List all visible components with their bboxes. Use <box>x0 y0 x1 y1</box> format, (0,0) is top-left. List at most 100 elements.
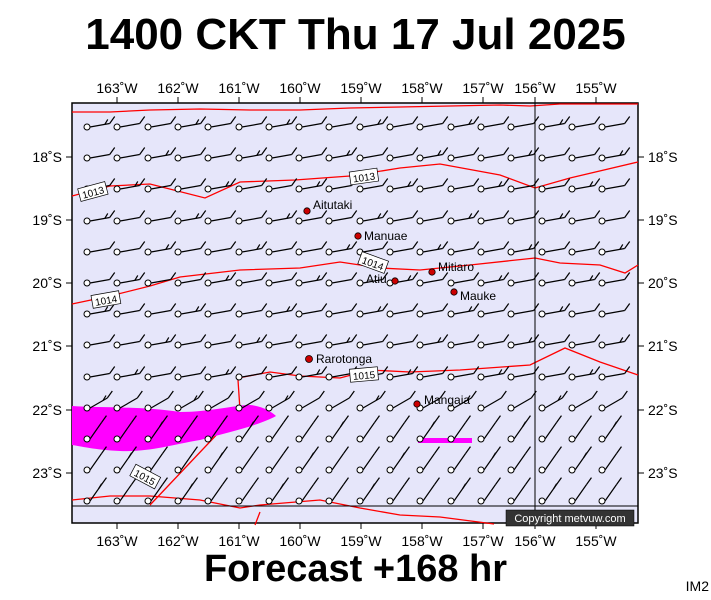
wind-barb <box>295 210 328 225</box>
wind-barb <box>598 415 622 443</box>
wind-barb <box>235 446 259 474</box>
wind-barb <box>598 390 628 412</box>
wind-barb <box>174 415 198 443</box>
wind-barb <box>325 303 358 318</box>
wind-barb <box>507 477 531 505</box>
wind-barb <box>174 477 198 505</box>
wind-barb <box>416 334 449 349</box>
wind-barb <box>447 241 480 256</box>
wind-barb <box>295 116 328 131</box>
wind-barb <box>144 303 177 318</box>
wind-barb <box>568 477 592 505</box>
lon-label-bottom: 159˚W <box>340 533 382 549</box>
wind-barb <box>204 147 237 162</box>
wind-barb <box>416 366 449 381</box>
wind-barb <box>568 272 601 287</box>
wind-barb <box>325 272 358 287</box>
wind-barb <box>265 241 298 256</box>
lat-label-left: 21˚S <box>32 338 62 354</box>
wind-barb <box>538 272 571 287</box>
wind-barb <box>113 210 146 225</box>
wind-barb <box>538 334 571 349</box>
wind-barb <box>477 334 510 349</box>
map-axes: 163˚W 163˚W 162˚W 162˚W 161˚W 161˚W 160˚W 160˚W… <box>32 80 677 549</box>
wind-barb <box>447 147 480 162</box>
wind-barb <box>447 390 477 412</box>
island-aitutaki: Aitutaki <box>303 198 352 215</box>
wind-barb <box>83 390 113 412</box>
wind-barb <box>265 147 298 162</box>
wind-barb <box>477 241 510 256</box>
wind-barb <box>416 178 449 193</box>
wind-barb <box>416 390 446 412</box>
wind-barb <box>447 334 480 349</box>
wind-barb <box>356 210 389 225</box>
wind-barb <box>295 303 328 318</box>
wind-barb <box>113 366 146 381</box>
wind-barb <box>144 272 177 287</box>
wind-barb <box>356 116 389 131</box>
wind-barb <box>507 147 540 162</box>
chart-title: 1400 CKT Thu 17 Jul 2025 <box>85 10 626 59</box>
wind-barb <box>386 366 419 381</box>
wind-barb <box>295 241 328 256</box>
wind-barb <box>507 366 540 381</box>
wind-barb <box>568 303 601 318</box>
wind-barb <box>538 147 571 162</box>
wind-barb <box>507 415 531 443</box>
lat-label-right: 23˚S <box>648 465 678 481</box>
wind-barb <box>235 272 268 287</box>
wind-barb <box>325 210 358 225</box>
lon-label-top: 155˚W <box>575 80 617 96</box>
wind-barb <box>83 272 116 287</box>
wind-barb <box>386 241 419 256</box>
wind-barb <box>83 477 107 505</box>
wind-barb <box>325 241 358 256</box>
wind-barb <box>447 210 480 225</box>
wind-barb <box>265 178 298 193</box>
wind-barb <box>416 446 440 474</box>
wind-barb <box>144 241 177 256</box>
rain-area-west <box>72 405 276 452</box>
image-code: IM2 <box>685 578 709 594</box>
forecast-label: Forecast +168 hr <box>203 548 508 590</box>
wind-barb <box>265 272 298 287</box>
wind-barb <box>235 178 268 193</box>
wind-barb <box>598 210 631 225</box>
wind-barb <box>477 178 510 193</box>
wind-barb <box>144 415 168 443</box>
lon-label-top: 159˚W <box>340 80 382 96</box>
isobar-1015-b <box>237 347 639 379</box>
wind-barb <box>174 147 207 162</box>
wind-barb <box>507 390 537 412</box>
wind-barb <box>568 390 598 412</box>
wind-barb <box>477 477 501 505</box>
wind-barb <box>265 366 298 381</box>
wind-barb <box>477 390 507 412</box>
wind-barb <box>538 477 562 505</box>
wind-barb <box>416 477 440 505</box>
wind-barb <box>598 272 631 287</box>
wind-barb <box>507 116 540 131</box>
wind-barb <box>204 272 237 287</box>
wind-barb <box>325 446 349 474</box>
wind-barb <box>386 415 410 443</box>
wind-barb <box>295 446 319 474</box>
wind-barb <box>113 446 137 474</box>
wind-barb <box>265 210 298 225</box>
wind-barb <box>416 116 449 131</box>
wind-barb <box>538 178 571 193</box>
wind-barb <box>174 390 204 412</box>
wind-barb <box>295 147 328 162</box>
wind-barb <box>538 241 571 256</box>
wind-barb <box>568 116 601 131</box>
wind-barb <box>83 366 116 381</box>
wind-barb <box>538 366 571 381</box>
wind-barb <box>356 178 389 193</box>
wind-barb <box>477 366 510 381</box>
wind-barb <box>568 415 592 443</box>
wind-barb <box>447 272 480 287</box>
wind-barb <box>325 334 358 349</box>
lat-label-left: 19˚S <box>32 212 62 228</box>
lon-label-top: 162˚W <box>157 80 199 96</box>
